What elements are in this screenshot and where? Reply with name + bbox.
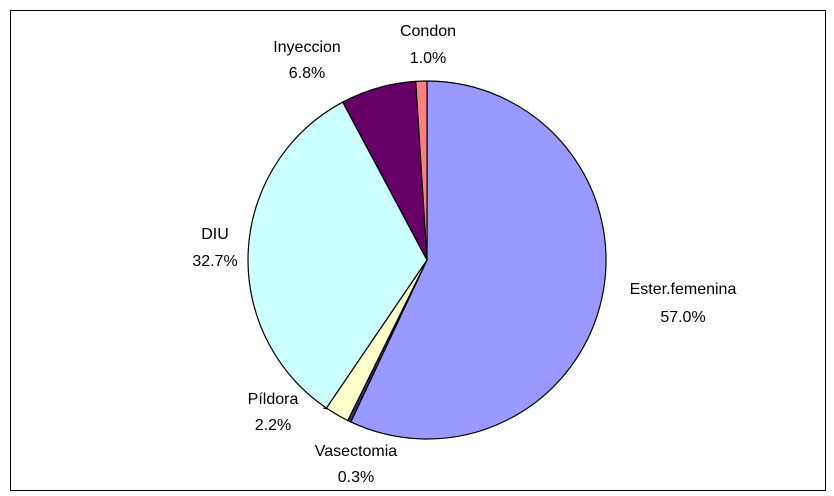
slice-value-label: 6.8% — [289, 65, 325, 82]
slice-label: Inyeccion — [273, 39, 341, 56]
pie-slice — [349, 80, 607, 440]
slice-value-label: 32.7% — [192, 253, 237, 270]
slice-label: Píldora — [248, 391, 299, 408]
pie-slice — [415, 80, 428, 261]
slice-value-label: 1.0% — [410, 50, 446, 67]
slice-label: DIU — [201, 226, 229, 243]
slice-value-label: 2.2% — [255, 417, 291, 434]
pie-slice — [247, 101, 428, 409]
slice-value-label: 57.0% — [660, 309, 705, 326]
slice-label: Ester.femenina — [630, 281, 737, 298]
slice-label: Vasectomia — [315, 443, 398, 460]
slice-value-label: 0.3% — [338, 469, 374, 486]
slice-label: Condon — [400, 23, 456, 40]
